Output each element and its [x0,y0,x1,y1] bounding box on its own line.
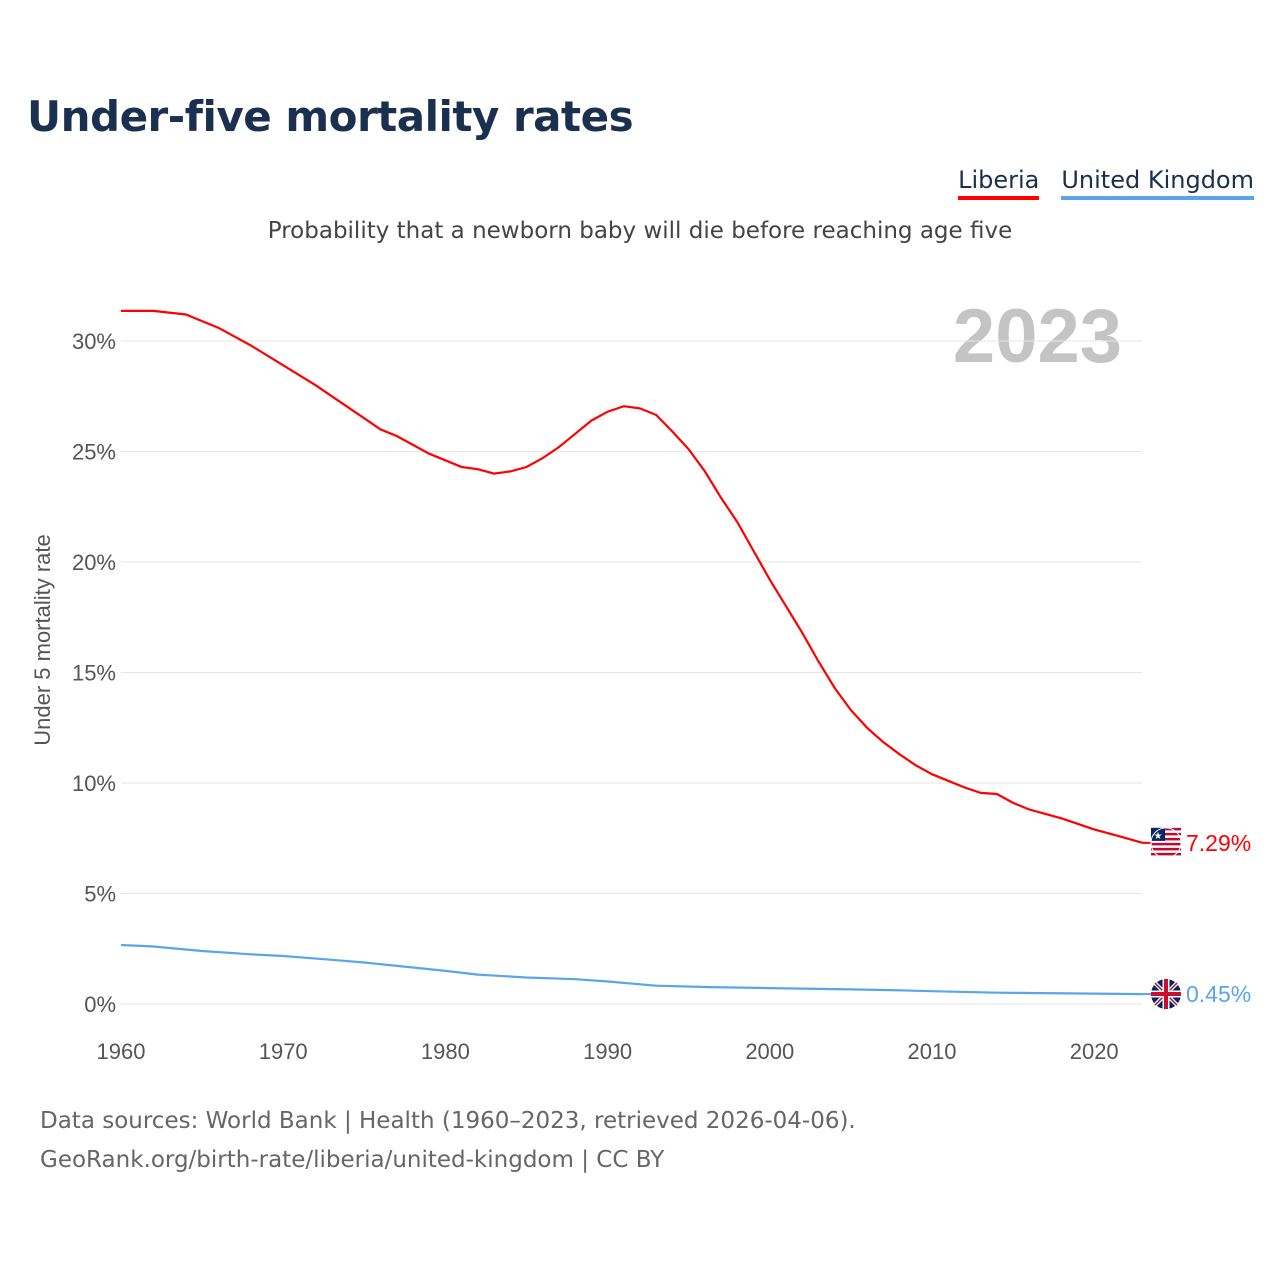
x-tick-label: 2010 [908,1039,957,1064]
x-tick-label: 1970 [259,1039,308,1064]
y-axis-label: Under 5 mortality rate [30,534,55,746]
y-tick-label: 10% [72,771,116,796]
flag-stripe [1151,827,1181,831]
y-tick-label: 30% [72,329,116,354]
flag-stripe [1151,847,1181,851]
flag-star: ★ [1154,831,1163,842]
flag-stripe [1151,837,1181,841]
source-line-1: Data sources: World Bank | Health (1960–… [40,1108,856,1134]
legend: Liberia United Kingdom [958,166,1254,200]
flag-cross-red [1151,979,1181,1010]
legend-item-united-kingdom[interactable]: United Kingdom [1061,166,1254,200]
flag-border [1150,827,1182,859]
end-value-label: 7.29% [1186,830,1251,856]
chart-title: Under-five mortality rates [27,92,634,141]
y-tick-label: 15% [72,661,116,686]
x-tick-label: 2020 [1070,1039,1119,1064]
x-tick-label: 1960 [97,1039,146,1064]
flag-stripe [1151,842,1181,846]
y-tick-label: 0% [84,992,116,1017]
y-tick-label: 25% [72,440,116,465]
source-line-2: GeoRank.org/birth-rate/liberia/united-ki… [40,1147,665,1173]
series-line-liberia [121,309,1144,844]
y-tick-label: 5% [84,882,116,907]
chart-subtitle: Probability that a newborn baby will die… [267,218,1013,244]
x-tick-label: 1990 [583,1039,632,1064]
year-label: 2023 [953,294,1122,379]
flag-stripe [1151,852,1181,856]
flag-canton [1151,827,1165,841]
legend-item-liberia[interactable]: Liberia [958,166,1040,200]
series-line-united-kingdom [120,943,1143,996]
x-tick-label: 2000 [745,1039,794,1064]
end-value-label: 0.45% [1186,981,1251,1007]
flag-stripe [1151,832,1181,836]
y-tick-label: 20% [72,550,116,575]
x-tick-label: 1980 [421,1039,470,1064]
